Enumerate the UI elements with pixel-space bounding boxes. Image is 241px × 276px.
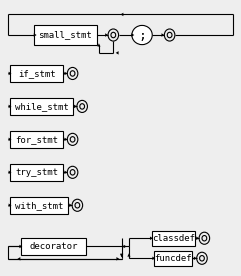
Text: if_stmt: if_stmt	[18, 69, 55, 78]
Polygon shape	[150, 237, 153, 240]
Ellipse shape	[132, 25, 152, 45]
Polygon shape	[105, 33, 108, 37]
Polygon shape	[69, 203, 72, 207]
Text: decorator: decorator	[29, 242, 78, 251]
Polygon shape	[131, 33, 134, 37]
Polygon shape	[116, 51, 119, 55]
FancyBboxPatch shape	[21, 238, 86, 255]
Polygon shape	[152, 256, 155, 260]
Polygon shape	[124, 245, 127, 248]
Polygon shape	[120, 254, 123, 258]
Polygon shape	[9, 171, 12, 174]
Text: with_stmt: with_stmt	[15, 201, 63, 210]
Polygon shape	[194, 256, 197, 260]
Polygon shape	[19, 245, 22, 248]
Text: for_stmt: for_stmt	[15, 135, 58, 144]
Polygon shape	[34, 33, 37, 37]
Polygon shape	[64, 171, 67, 174]
Text: while_stmt: while_stmt	[14, 102, 68, 111]
Polygon shape	[74, 105, 77, 108]
FancyBboxPatch shape	[152, 231, 195, 246]
Polygon shape	[17, 257, 20, 261]
Polygon shape	[9, 72, 12, 75]
Polygon shape	[64, 138, 67, 141]
FancyBboxPatch shape	[154, 251, 192, 266]
Polygon shape	[9, 138, 12, 141]
Text: small_stmt: small_stmt	[39, 31, 92, 39]
Polygon shape	[120, 254, 123, 257]
Polygon shape	[9, 203, 12, 207]
Polygon shape	[120, 13, 123, 16]
Text: classdef: classdef	[152, 234, 195, 243]
FancyBboxPatch shape	[10, 65, 63, 82]
FancyBboxPatch shape	[10, 164, 63, 181]
FancyBboxPatch shape	[10, 98, 73, 115]
Polygon shape	[116, 257, 119, 261]
Polygon shape	[196, 237, 199, 240]
Text: funcdef: funcdef	[154, 254, 192, 263]
Text: ;: ;	[138, 28, 146, 41]
FancyBboxPatch shape	[10, 131, 63, 148]
Polygon shape	[161, 33, 164, 37]
FancyBboxPatch shape	[34, 25, 97, 45]
Polygon shape	[97, 43, 100, 47]
Polygon shape	[9, 105, 12, 108]
FancyBboxPatch shape	[10, 197, 68, 214]
Polygon shape	[127, 253, 130, 257]
Text: try_stmt: try_stmt	[15, 168, 58, 177]
Polygon shape	[64, 72, 67, 75]
